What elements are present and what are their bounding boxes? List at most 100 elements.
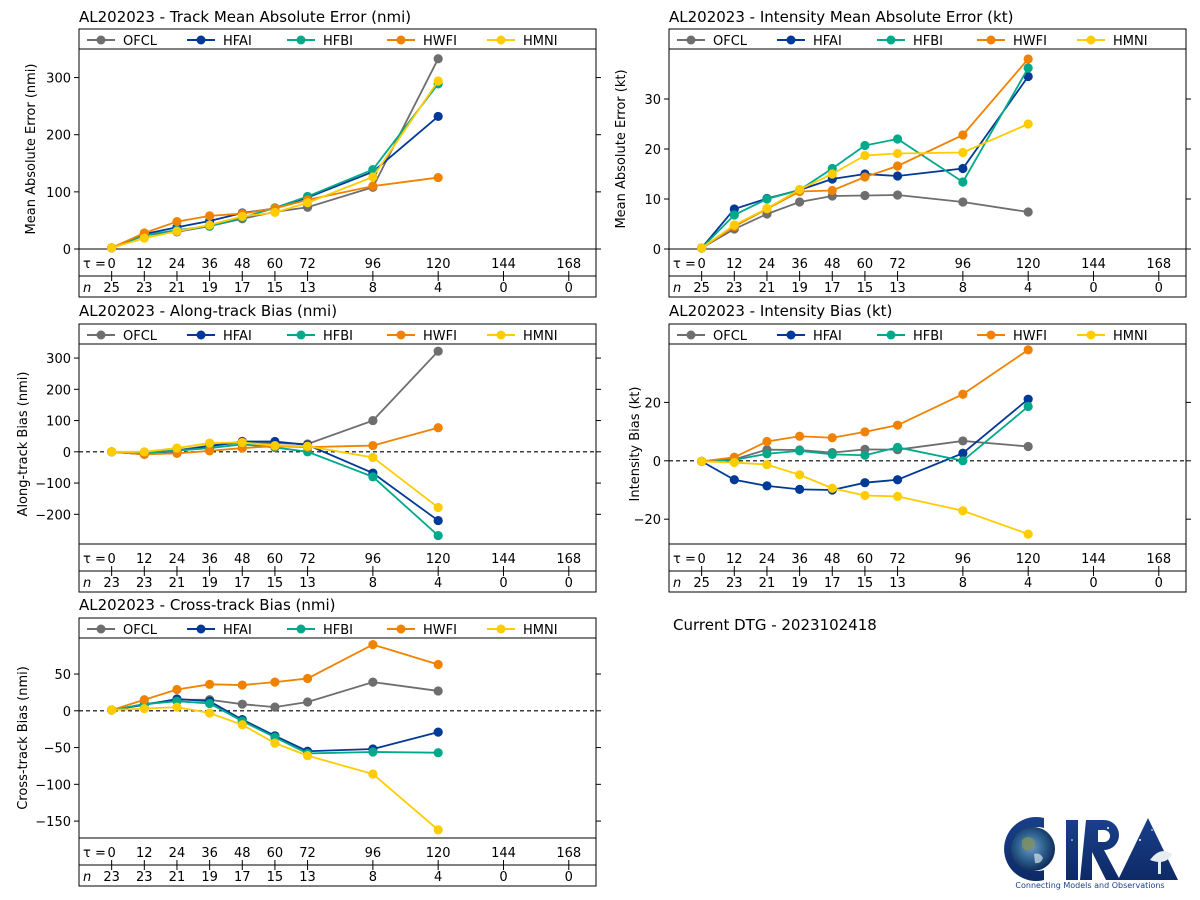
series-line — [111, 83, 439, 249]
tau-tick-label: 72 — [299, 846, 316, 861]
tau-tick-label: 24 — [759, 552, 776, 567]
chart-frame — [668, 28, 1187, 298]
series-hmni — [107, 437, 443, 513]
data-point — [139, 695, 149, 705]
tau-tick-label: 60 — [857, 552, 874, 567]
legend-label: OFCL — [713, 34, 748, 49]
n-count-label: 4 — [434, 576, 442, 591]
data-point — [172, 702, 182, 712]
data-point — [368, 747, 378, 757]
data-point — [827, 483, 837, 493]
legend-item-hfbi: HFBI — [287, 34, 353, 49]
data-point — [107, 447, 117, 457]
data-point — [1023, 119, 1033, 129]
data-point — [958, 177, 968, 187]
n-row-label: n — [673, 576, 681, 591]
data-point — [139, 447, 149, 457]
tau-tick-label: 96 — [365, 552, 382, 567]
data-point — [237, 720, 247, 730]
data-point — [433, 502, 443, 513]
data-point — [205, 708, 215, 718]
legend-marker-icon — [886, 35, 896, 45]
n-count-label: 8 — [959, 576, 967, 591]
data-point — [729, 210, 739, 220]
tau-tick-label: 12 — [136, 257, 153, 272]
chart-frame — [668, 323, 1187, 593]
data-point — [1023, 441, 1033, 452]
legend-item-hfbi: HFBI — [287, 329, 353, 344]
data-point — [958, 448, 968, 458]
data-point — [892, 134, 903, 144]
chart-title: AL202023 - Along-track Bias (nmi) — [79, 302, 337, 320]
n-count-label: 21 — [169, 576, 186, 591]
chart-intensity-bias: AL202023 - Intensity Bias (kt) OFCL HFAI HF… — [628, 302, 1191, 593]
legend-label: HFAI — [813, 34, 842, 49]
legend-marker-icon — [496, 35, 506, 45]
n-count-label: 0 — [1089, 281, 1097, 296]
legend-label: OFCL — [123, 34, 158, 49]
n-count-label: 19 — [201, 281, 218, 296]
data-point — [827, 185, 837, 196]
data-point — [302, 441, 313, 451]
y-tick-label: 30 — [644, 93, 661, 108]
series-line — [701, 349, 1029, 463]
series-line — [701, 398, 1029, 491]
tau-tick-label: 36 — [201, 257, 218, 272]
data-point — [433, 686, 443, 696]
legend-item-hwfi: HWFI — [387, 329, 457, 344]
n-count-label: 19 — [791, 281, 808, 296]
legend-item-ofcl: OFCL — [87, 623, 158, 638]
legend-item-hfbi: HFBI — [877, 329, 943, 344]
legend-label: HWFI — [423, 623, 457, 638]
chart-frame — [78, 28, 597, 298]
legend-marker-icon — [96, 624, 106, 634]
data-point — [892, 171, 903, 181]
series-ofcl — [107, 54, 443, 253]
legend-marker-icon — [296, 35, 306, 45]
n-count-label: 4 — [1024, 281, 1032, 296]
n-count-label: 23 — [726, 576, 743, 591]
data-point — [795, 446, 805, 456]
chart-frame — [78, 617, 597, 887]
n-count-label: 21 — [759, 281, 776, 296]
tau-tick-label: 0 — [698, 552, 706, 567]
legend-marker-icon — [196, 330, 206, 340]
n-count-label: 21 — [169, 281, 186, 296]
n-count-label: 8 — [369, 576, 377, 591]
data-point — [172, 226, 182, 236]
tau-tick-label: 60 — [267, 257, 284, 272]
data-point — [270, 677, 280, 687]
series-hmni — [107, 76, 443, 253]
n-count-label: 13 — [889, 576, 906, 591]
n-count-label: 19 — [201, 576, 218, 591]
data-point — [205, 446, 215, 456]
legend-label: HFBI — [323, 329, 353, 344]
data-point — [433, 748, 443, 758]
tau-tick-label: 168 — [556, 846, 581, 861]
tau-tick-label: 48 — [234, 552, 251, 567]
data-point — [205, 679, 215, 689]
legend: OFCL HFAI HFBI HWFI HMNI — [677, 329, 1148, 344]
legend-marker-icon — [786, 330, 796, 340]
data-point — [958, 163, 968, 174]
legend-item-ofcl: OFCL — [677, 329, 748, 344]
legend-label: OFCL — [123, 329, 158, 344]
legend-item-hfai: HFAI — [777, 329, 842, 344]
n-count-label: 15 — [267, 281, 284, 296]
n-count-label: 0 — [499, 281, 507, 296]
tau-tick-label: 144 — [491, 257, 516, 272]
y-tick-label: −50 — [44, 742, 71, 757]
n-count-label: 0 — [499, 870, 507, 885]
data-point — [368, 452, 378, 463]
data-point — [433, 54, 443, 64]
n-count-label: 13 — [299, 870, 316, 885]
data-point — [795, 431, 805, 441]
n-count-label: 0 — [565, 576, 573, 591]
legend: OFCL HFAI HFBI HWFI HMNI — [87, 34, 558, 49]
series-hfbi — [107, 79, 443, 253]
tau-tick-label: 24 — [169, 552, 186, 567]
legend-marker-icon — [496, 330, 506, 340]
satellite-dish-icon — [1150, 851, 1172, 874]
legend-marker-icon — [686, 35, 696, 45]
